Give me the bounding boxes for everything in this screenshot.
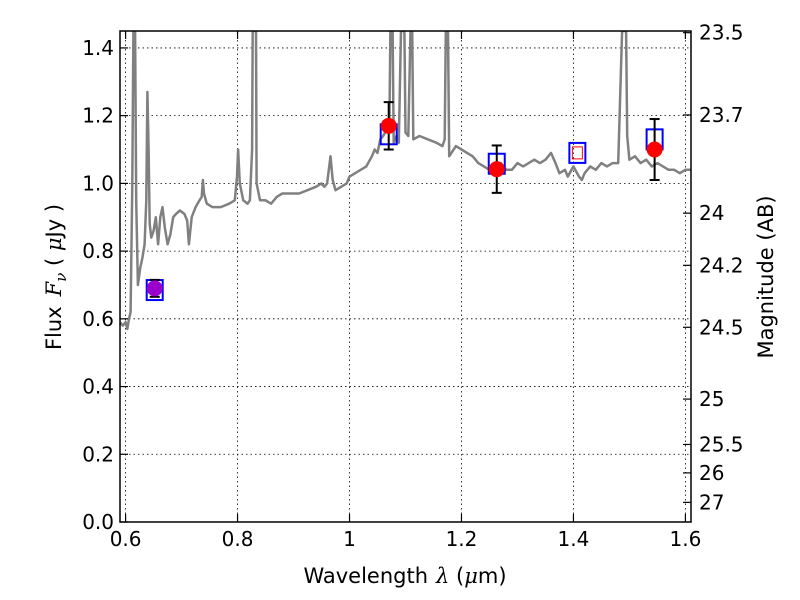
x-tick-label: 0.6	[110, 527, 142, 551]
magnitude-tick-label: 23.7	[699, 103, 744, 127]
x-tick-label: 1.6	[669, 527, 701, 551]
observed-flux-point	[488, 161, 505, 178]
x-tick-label: 1.2	[446, 527, 478, 551]
model-photometry-box	[568, 141, 587, 164]
x-tick-label: 1.4	[558, 527, 590, 551]
x-axis-title: Wavelength λ (μm)	[303, 564, 506, 588]
model-spectrum-line	[120, 31, 691, 331]
magnitude-tick-label: 24.2	[699, 253, 744, 277]
y-tick-label: 0.4	[82, 375, 114, 399]
x-axis-title-unit-mu: μ	[464, 564, 478, 588]
y-axis-title-symbol: F	[42, 280, 66, 297]
y-axis-title: Flux Fν ( μJy )	[42, 204, 70, 350]
x-tick-label: 1	[343, 527, 356, 551]
x-axis-title-unit-rest: m)	[478, 564, 507, 588]
y-tick-label: 1.4	[82, 36, 114, 60]
magnitude-tick-label: 24.5	[699, 315, 744, 339]
x-axis-title-text: Wavelength	[303, 564, 428, 588]
y-tick-label: 0.8	[82, 239, 114, 263]
plot-area	[120, 31, 691, 331]
data-markers	[145, 101, 664, 302]
x-axis-title-unit-open: (	[449, 564, 464, 588]
y-axis-title-text: Flux	[42, 306, 66, 350]
magnitude-tick-label: 27	[699, 490, 724, 514]
y-axis-title-unit-mu: μ	[42, 237, 66, 251]
observed-flux-point	[146, 280, 163, 297]
y-axis-title-subscript: ν	[52, 273, 70, 282]
axis-ticks: 0.6 0.8 1 1.2 1.4 1.6 0.0 0.2 0.4 0.6 0.8 1.0 1.2 1.4…	[82, 21, 743, 551]
y-tick-label: 0.6	[82, 307, 114, 331]
non-detection-marker	[571, 146, 583, 160]
magnitude-tick-label: 24	[699, 201, 724, 225]
magnitude-tick-label: 23.5	[699, 21, 744, 45]
plot-frame	[119, 30, 692, 523]
observed-flux-point	[380, 117, 397, 134]
x-tick-label: 0.8	[222, 527, 254, 551]
y-axis-title-unit-rest: Jy )	[42, 204, 66, 240]
magnitude-tick-label: 26	[699, 461, 724, 485]
magnitude-tick-label: 25.5	[699, 432, 744, 456]
y2-axis-title: Magnitude (AB)	[754, 195, 778, 358]
y-tick-label: 0.0	[82, 510, 114, 534]
y-tick-label: 1.2	[82, 104, 114, 128]
x-axis-title-symbol: λ	[435, 564, 449, 588]
magnitude-tick-label: 25	[699, 387, 724, 411]
y-tick-label: 0.2	[82, 442, 114, 466]
y-axis-title-unit-open: (	[42, 251, 66, 273]
observed-flux-point	[646, 141, 663, 158]
y-tick-label: 1.0	[82, 171, 114, 195]
